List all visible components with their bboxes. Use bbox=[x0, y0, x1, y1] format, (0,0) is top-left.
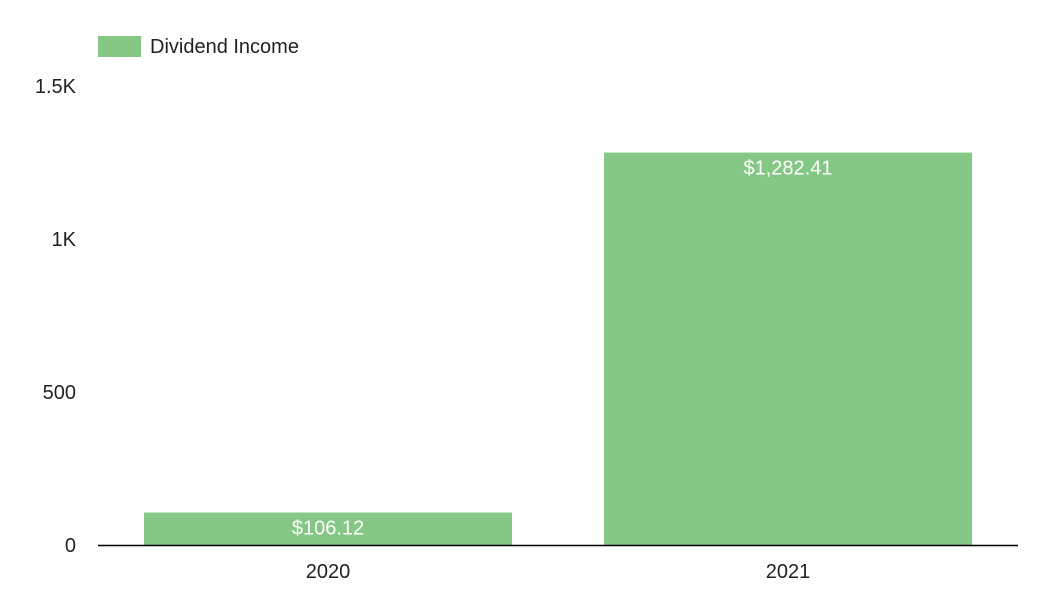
y-axis-ticks: 0 500 1K 1.5K bbox=[35, 76, 77, 557]
legend-swatch bbox=[98, 36, 141, 57]
bar[interactable] bbox=[144, 512, 512, 545]
bars bbox=[144, 152, 972, 546]
x-tick-label: 2021 bbox=[766, 561, 811, 583]
bar-data-label: $106.12 bbox=[292, 518, 364, 540]
bar-data-label: $1,282.41 bbox=[744, 158, 833, 180]
y-tick-label: 1.5K bbox=[35, 76, 77, 98]
y-tick-label: 500 bbox=[43, 382, 76, 404]
x-axis-ticks: 2020 2021 bbox=[306, 561, 811, 583]
y-tick-label: 0 bbox=[65, 535, 76, 557]
bar[interactable] bbox=[604, 152, 972, 546]
y-tick-label: 1K bbox=[52, 229, 77, 251]
x-tick-label: 2020 bbox=[306, 561, 351, 583]
data-labels: $106.12 $1,282.41 bbox=[292, 158, 833, 540]
legend[interactable]: Dividend Income bbox=[98, 36, 299, 58]
legend-label: Dividend Income bbox=[150, 36, 299, 58]
